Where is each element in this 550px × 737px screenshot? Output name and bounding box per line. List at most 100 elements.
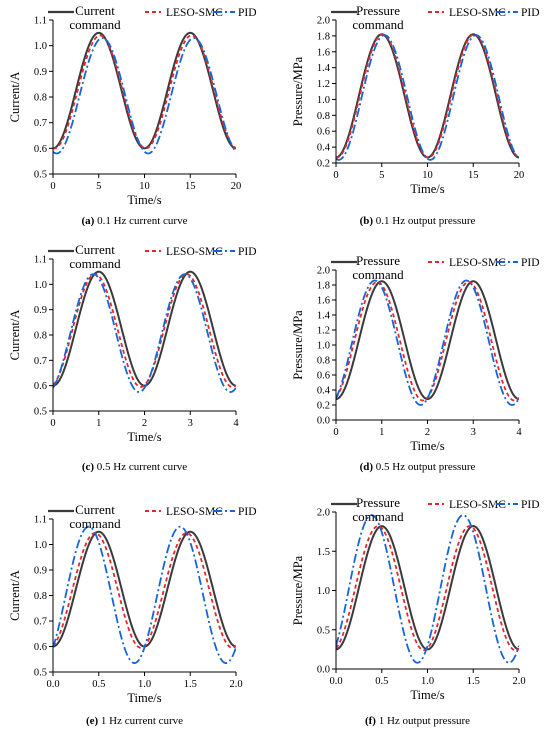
caption-letter: (e) xyxy=(86,715,99,727)
x-axis-label: Time/s xyxy=(410,182,444,196)
y-tick-label: 1.5 xyxy=(317,547,330,558)
y-tick-label: 0.4 xyxy=(317,386,331,397)
y-tick-label: 1.0 xyxy=(34,540,47,551)
legend-label: command xyxy=(69,516,121,531)
caption-text: 0.5 Hz output pressure xyxy=(373,461,475,473)
y-tick-label: 2.0 xyxy=(317,508,330,519)
caption-letter: (b) xyxy=(360,215,374,227)
panel-caption: (b) 0.1 Hz output pressure xyxy=(360,215,476,227)
y-tick-label: 1.2 xyxy=(317,79,330,90)
x-tick-label: 0.5 xyxy=(92,679,105,690)
legend-label: command xyxy=(69,17,121,32)
y-tick-label: 0.7 xyxy=(34,617,47,628)
legend-label: command xyxy=(69,256,121,271)
legend-label: PID xyxy=(521,7,540,19)
y-tick-label: 2.0 xyxy=(317,266,330,277)
series-group xyxy=(336,33,519,161)
legend-label: LESO-SMC xyxy=(166,7,223,19)
caption-letter: (f) xyxy=(365,715,376,727)
chart-panel-d: 0.0 0.2 0.4 0.6 0.8 1.0 1.2 1.4 1.6 1.8 2.0 0 1 2 3 4 Ti… xyxy=(291,253,540,473)
panel-caption: (d) 0.5 Hz output pressure xyxy=(360,461,476,473)
y-tick-label: 0.4 xyxy=(317,143,331,154)
y-tick-label: 0.7 xyxy=(34,118,47,129)
y-tick-label: 0.8 xyxy=(317,356,330,367)
y-tick-label: 1.2 xyxy=(317,326,330,337)
panel-caption: (c) 0.5 Hz current curve xyxy=(82,461,187,473)
x-tick-label: 3 xyxy=(471,427,476,438)
series-line-pid xyxy=(336,279,519,406)
legend-label: command xyxy=(352,17,404,32)
y-tick-label: 0.6 xyxy=(34,381,47,392)
legend-label: PID xyxy=(238,506,257,518)
legend-label: PID xyxy=(521,499,540,511)
series-group xyxy=(53,270,236,393)
legend-label: Current xyxy=(75,3,115,18)
y-tick-label: 0.8 xyxy=(34,93,47,104)
y-tick-label: 1.8 xyxy=(317,31,330,42)
legend-label: LESO-SMC xyxy=(449,499,506,511)
y-tick-label: 0.5 xyxy=(34,170,47,181)
series-group xyxy=(336,514,519,664)
x-axis-label: Time/s xyxy=(127,193,161,207)
y-tick-label: 0.0 xyxy=(317,416,330,427)
y-axis-label: Current/A xyxy=(8,310,22,361)
series-line-leso_smc xyxy=(336,525,519,652)
y-axis-label: Pressure/MPa xyxy=(291,310,305,380)
series-line-command xyxy=(53,270,236,387)
legend-label: LESO-SMC xyxy=(449,7,506,19)
x-tick-label: 0 xyxy=(50,181,55,192)
x-tick-label: 0.5 xyxy=(375,676,388,687)
x-tick-label: 1.5 xyxy=(467,676,480,687)
x-tick-label: 1 xyxy=(379,427,384,438)
y-tick-label: 0.8 xyxy=(317,111,330,122)
chart-panel-e: 0.50.60.70.80.91.01.10.0 0.5 1.0 1.5 2.0Time… xyxy=(8,502,257,727)
x-tick-label: 5 xyxy=(96,181,101,192)
legend-label: Pressure xyxy=(356,3,400,18)
x-tick-label: 20 xyxy=(231,181,242,192)
series-group xyxy=(336,279,519,406)
y-tick-label: 1.1 xyxy=(34,515,47,526)
y-tick-label: 1.4 xyxy=(317,63,331,74)
x-tick-label: 0 xyxy=(50,418,55,429)
x-tick-label: 0 xyxy=(333,427,338,438)
caption-letter: (c) xyxy=(82,461,95,473)
legend-label: PID xyxy=(238,7,257,19)
y-tick-label: 1.6 xyxy=(317,47,330,58)
x-tick-label: 2 xyxy=(142,418,147,429)
x-tick-label: 3 xyxy=(188,418,193,429)
series-line-pid xyxy=(336,514,519,664)
y-tick-label: 1.1 xyxy=(34,255,47,266)
y-tick-label: 2.0 xyxy=(317,16,330,27)
panel-caption: (e) 1 Hz current curve xyxy=(86,715,183,727)
legend-label: Pressure xyxy=(356,495,400,510)
y-tick-label: 0.6 xyxy=(34,144,47,155)
legend-label: Current xyxy=(75,502,115,517)
caption-text: 0.1 Hz current curve xyxy=(94,215,187,227)
legend-label: PID xyxy=(238,246,257,258)
x-tick-label: 0.0 xyxy=(329,676,342,687)
x-tick-label: 15 xyxy=(185,181,196,192)
x-tick-label: 20 xyxy=(514,170,525,181)
legend-label: PID xyxy=(521,257,540,269)
series-line-pid xyxy=(53,525,236,664)
y-tick-label: 0.5 xyxy=(317,625,330,636)
legend-label: command xyxy=(352,267,404,282)
x-tick-label: 1 xyxy=(96,418,101,429)
x-tick-label: 0.0 xyxy=(46,679,59,690)
chart-panel-a: 0.5 0.6 0.7 0.8 0.9 1.0 1.1 0 5 10 15 20 Time/s Curre… xyxy=(8,3,257,227)
series-group xyxy=(53,525,236,664)
x-tick-label: 0 xyxy=(333,170,338,181)
x-tick-label: 2 xyxy=(425,427,430,438)
chart-panel-c: 0.5 0.6 0.7 0.8 0.9 1.0 1.1 0 1 2 3 4 Time/s Current/… xyxy=(8,242,257,473)
series-line-pid xyxy=(336,34,519,161)
legend-label: Current xyxy=(75,242,115,257)
x-tick-label: 1.5 xyxy=(184,679,197,690)
x-tick-label: 1.0 xyxy=(138,679,151,690)
x-tick-label: 10 xyxy=(422,170,433,181)
y-axis-label: Pressure/MPa xyxy=(291,56,305,126)
x-axis-label: Time/s xyxy=(127,691,161,705)
y-tick-label: 0.6 xyxy=(317,371,330,382)
